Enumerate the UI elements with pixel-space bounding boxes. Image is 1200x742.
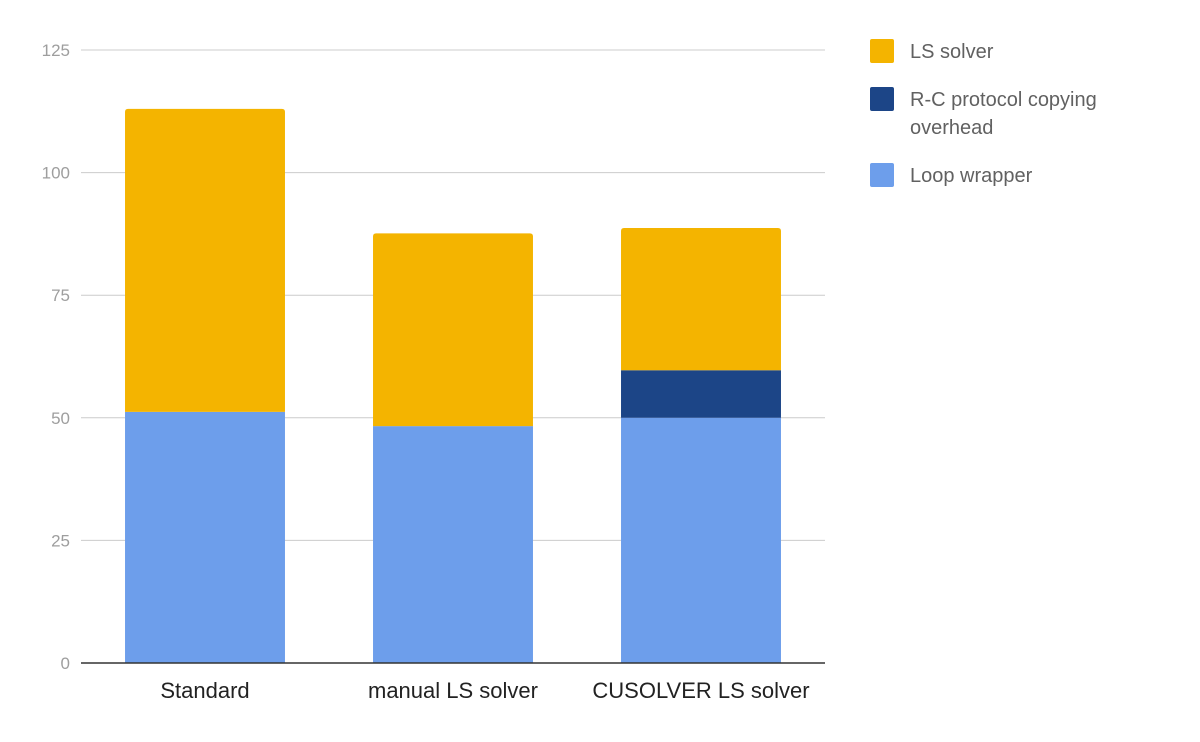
bar-segment-ls-solver (125, 108, 285, 412)
bar-segment-loop-wrapper (373, 426, 533, 663)
bar-segment-loop-wrapper (621, 417, 781, 663)
y-tick-label: 75 (51, 286, 70, 305)
bar-segment-ls-solver (373, 233, 533, 427)
legend-swatch (870, 39, 894, 63)
x-category-label: manual LS solver (368, 678, 538, 703)
y-tick-label: 0 (61, 654, 70, 673)
y-tick-label: 50 (51, 409, 70, 428)
x-category-label: CUSOLVER LS solver (592, 678, 809, 703)
legend-item: LS solver (870, 39, 994, 63)
legend-label: LS solver (910, 41, 994, 63)
legend-swatch (870, 87, 894, 111)
bar-segment-r-c-protocol-copying-overhead (621, 370, 781, 418)
legend-item: Loop wrapper (870, 163, 1033, 187)
legend-label: R-C protocol copying overhead (910, 89, 1097, 139)
bar-segment-ls-solver (621, 228, 781, 371)
x-axis-labels: Standard manual LS solver CUSOLVER LS solv… (160, 678, 809, 703)
x-category-label: Standard (160, 678, 249, 703)
bar-segment-loop-wrapper (125, 411, 285, 663)
legend: LS solver R-C protocol copying overhead Loo… (870, 39, 1097, 187)
bars (125, 108, 781, 663)
legend-label: Loop wrapper (910, 165, 1033, 187)
y-tick-label: 25 (51, 531, 70, 550)
legend-item: R-C protocol copying overhead (870, 87, 1097, 139)
y-axis-ticks: 0 25 50 75 100 125 (42, 41, 70, 673)
legend-swatch (870, 163, 894, 187)
y-tick-label: 125 (42, 41, 70, 60)
y-tick-label: 100 (42, 164, 70, 183)
